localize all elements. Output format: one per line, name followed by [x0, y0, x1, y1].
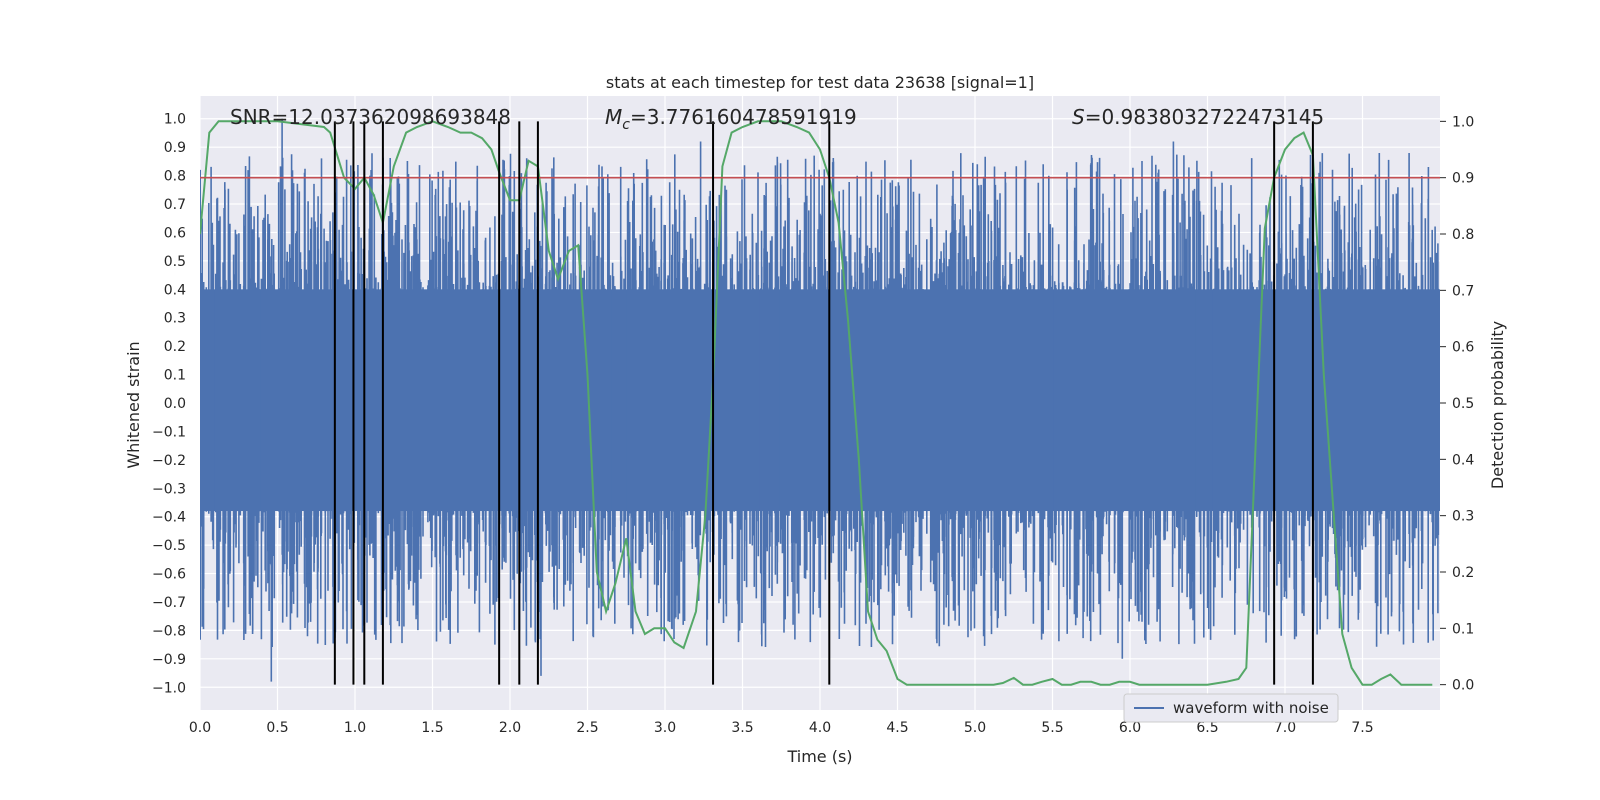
y2-tick-label: 0.4 — [1452, 452, 1474, 468]
y-tick-label: −0.7 — [152, 595, 186, 611]
y2-axis-ticks: 1.0 0.9 0.8 0.7 0.6 0.5 0.4 0.3 0.2 0.1 0.0 — [1440, 114, 1474, 694]
x-axis-ticks: 0.0 0.5 1.0 1.5 2.0 2.5 3.0 3.5 4.0 4.5 5.0 5.5 6.0 6… — [189, 720, 1374, 736]
x-tick-label: 3.5 — [731, 720, 753, 736]
y-tick-label: 1.0 — [164, 112, 186, 128]
waveform-series — [200, 118, 1440, 682]
y2-axis-label: Detection probability — [1488, 321, 1507, 489]
vertical-markers — [333, 121, 1314, 685]
y-tick-label: 0.4 — [164, 282, 186, 298]
x-tick-label: 0.5 — [266, 720, 288, 736]
waveform-spikes — [200, 118, 1440, 682]
x-tick-label: 0.0 — [189, 720, 211, 736]
x-tick-label: 2.5 — [576, 720, 598, 736]
chart-title: stats at each timestep for test data 236… — [606, 73, 1034, 92]
detection-probability-series — [200, 120, 1440, 686]
x-tick-label: 4.0 — [809, 720, 831, 736]
y2-tick-label: 0.3 — [1452, 509, 1474, 525]
y-tick-label: 0.5 — [164, 254, 186, 270]
y-tick-label: 0.6 — [164, 225, 186, 241]
x-tick-label: 5.5 — [1041, 720, 1063, 736]
y-tick-label: 0.1 — [164, 368, 186, 384]
y-tick-label: 0.8 — [164, 169, 186, 185]
y-axis-ticks: 1.0 0.9 0.8 0.7 0.6 0.5 0.4 0.3 0.2 0.1 0.0 −0.1 −0.… — [152, 112, 186, 697]
x-axis-label: Time (s) — [786, 747, 852, 766]
y-tick-label: −0.8 — [152, 623, 186, 639]
y2-tick-label: 0.9 — [1452, 171, 1474, 187]
y2-tick-label: 0.0 — [1452, 678, 1474, 694]
x-tick-label: 6.0 — [1119, 720, 1141, 736]
detection-probability-line — [200, 120, 1433, 686]
x-tick-label: 4.5 — [886, 720, 908, 736]
y-tick-label: 0.9 — [164, 140, 186, 156]
y-tick-label: −0.1 — [152, 424, 186, 440]
y-tick-label: −0.9 — [152, 652, 186, 668]
x-tick-label: 2.0 — [499, 720, 521, 736]
y-tick-label: 0.3 — [164, 311, 186, 327]
y2-tick-label: 0.7 — [1452, 283, 1474, 299]
y-axis-label: Whitened strain — [124, 341, 143, 468]
legend-label: waveform with noise — [1173, 699, 1329, 717]
y2-tick-label: 0.5 — [1452, 396, 1474, 412]
y-tick-label: 0.7 — [164, 197, 186, 213]
x-tick-label: 1.0 — [344, 720, 366, 736]
y2-tick-label: 0.8 — [1452, 227, 1474, 243]
s-annotation: S=0.9838032722473145 — [1072, 105, 1324, 129]
y-tick-label: 0.2 — [164, 339, 186, 355]
x-tick-label: 7.0 — [1274, 720, 1296, 736]
x-tick-label: 5.0 — [964, 720, 986, 736]
x-tick-label: 6.5 — [1196, 720, 1218, 736]
y-tick-label: −1.0 — [152, 680, 186, 696]
y-tick-label: −0.3 — [152, 481, 186, 497]
y2-tick-label: 0.1 — [1452, 621, 1474, 637]
y-tick-label: −0.4 — [152, 510, 186, 526]
legend: waveform with noise — [1123, 693, 1339, 723]
x-tick-label: 7.5 — [1351, 720, 1373, 736]
y2-tick-label: 0.2 — [1452, 565, 1474, 581]
x-tick-label: 3.0 — [654, 720, 676, 736]
y-tick-label: 0.0 — [164, 396, 186, 412]
mc-annotation: Mc=3.776160478591919 — [605, 105, 857, 133]
snr-annotation: SNR=12.037362098693848 — [230, 105, 511, 129]
x-tick-label: 1.5 — [421, 720, 443, 736]
y-tick-label: −0.6 — [152, 567, 186, 583]
legend-box — [1123, 693, 1339, 723]
y-tick-label: −0.5 — [152, 538, 186, 554]
y2-tick-label: 1.0 — [1452, 114, 1474, 130]
y2-tick-label: 0.6 — [1452, 340, 1474, 356]
y-tick-label: −0.2 — [152, 453, 186, 469]
